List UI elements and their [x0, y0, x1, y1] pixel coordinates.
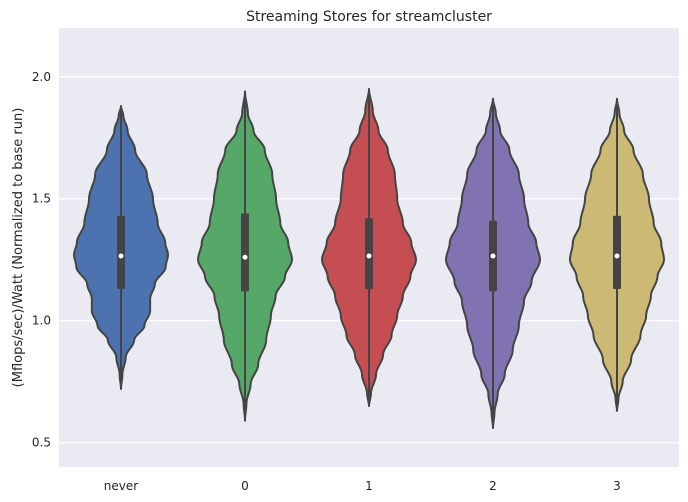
chart-title: Streaming Stores for streamcluster — [246, 9, 492, 25]
violin-median-dot — [490, 253, 496, 259]
y-tick-label: 1.5 — [32, 192, 51, 206]
x-tick-labels: never 0 1 2 3 — [104, 479, 621, 493]
y-tick-label: 1.0 — [32, 314, 51, 328]
violin-never — [73, 105, 169, 390]
violin-median-dot — [118, 253, 124, 259]
x-tick-label: 2 — [489, 479, 497, 493]
violin-cat-0 — [197, 90, 293, 422]
x-tick-label: 1 — [365, 479, 373, 493]
y-axis-label: (Mflops/sec)/Watt (Normalized to base ru… — [11, 108, 26, 388]
y-tick-label: 2.0 — [32, 70, 51, 84]
violin-iqr-box — [117, 215, 125, 289]
x-tick-label: never — [104, 479, 138, 493]
x-tick-label: 0 — [241, 479, 249, 493]
violin-median-dot — [242, 254, 248, 260]
violin-iqr-box — [613, 215, 621, 289]
violins — [73, 87, 665, 429]
violin-cat-3 — [569, 97, 665, 412]
x-tick-label: 3 — [613, 479, 621, 493]
violin-cat-2 — [445, 97, 541, 429]
y-tick-label: 0.5 — [32, 436, 51, 450]
violin-cat-1 — [321, 87, 417, 408]
violin-median-dot — [366, 253, 372, 259]
y-tick-labels: 0.5 1.0 1.5 2.0 — [32, 70, 51, 450]
violin-iqr-box — [241, 213, 249, 292]
violin-median-dot — [614, 253, 620, 259]
